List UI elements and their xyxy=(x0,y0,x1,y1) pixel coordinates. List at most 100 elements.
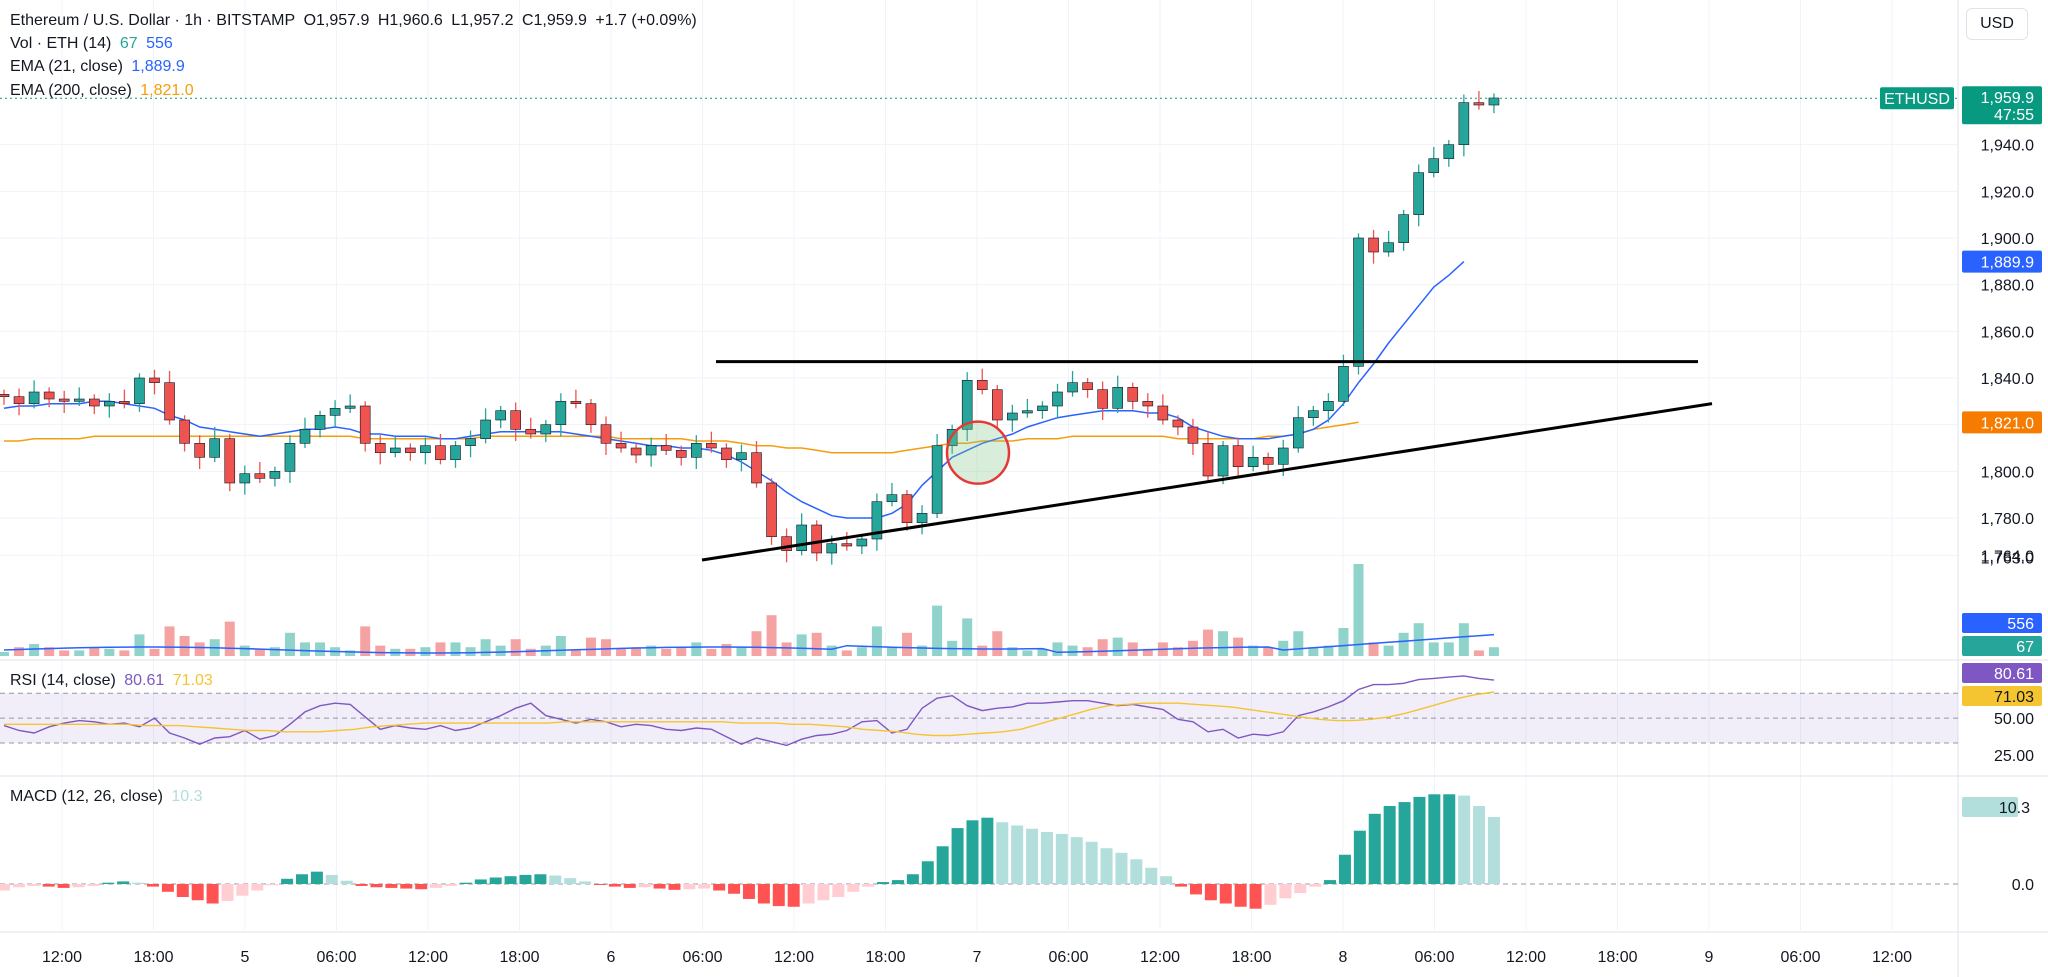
candle-body xyxy=(841,543,853,547)
macd-histogram-bar xyxy=(266,884,279,886)
time-axis-label: 06:00 xyxy=(682,949,722,966)
volume-bar xyxy=(601,639,611,656)
macd-histogram-bar xyxy=(891,880,904,884)
symbol-badge: ETHUSD xyxy=(1884,91,1950,108)
volume-bar xyxy=(1022,650,1033,656)
time-axis-label: 18:00 xyxy=(1231,949,1271,966)
macd-histogram-bar xyxy=(1383,806,1396,884)
volume-bar xyxy=(510,639,521,656)
candle-body xyxy=(329,408,341,416)
price-axis-label: 1,880.0 xyxy=(1981,278,2034,295)
time-axis-label: 06:00 xyxy=(1048,949,1088,966)
price-axis-label: 1,860.0 xyxy=(1981,324,2034,341)
macd-histogram-bar xyxy=(549,875,562,884)
volume-bar xyxy=(555,636,566,656)
macd-histogram-bar xyxy=(1130,859,1143,884)
macd-histogram-bar xyxy=(1398,802,1411,884)
candle-body xyxy=(43,391,55,400)
time-axis-label: 9 xyxy=(1705,949,1714,966)
price-axis-label: 1,764.0 xyxy=(1981,548,2034,565)
candle-body xyxy=(751,452,762,484)
macd-histogram-bar xyxy=(1085,841,1098,884)
macd-histogram-bar xyxy=(713,884,726,891)
candle-body xyxy=(435,445,446,460)
candle-body xyxy=(796,524,807,551)
macd-histogram-bar xyxy=(430,884,443,888)
candle-body xyxy=(1127,387,1139,402)
volume-bar xyxy=(1172,647,1183,656)
volume-bar xyxy=(1067,645,1078,656)
volume-bar xyxy=(179,636,190,656)
macd-histogram-bar xyxy=(1189,884,1202,895)
volume-bar xyxy=(450,642,461,656)
rsi-ma-line xyxy=(4,691,1495,737)
volume-bar xyxy=(134,634,145,656)
candle-body xyxy=(1217,445,1229,477)
volume-bar xyxy=(751,631,762,656)
macd-badge-bg xyxy=(1962,797,2018,817)
candle-body xyxy=(1353,237,1364,367)
candle-body xyxy=(976,380,988,390)
ema21-legend: EMA (21, close) 1,889.9 xyxy=(10,58,189,76)
candle-body xyxy=(1262,457,1274,465)
macd-histogram-bar xyxy=(1264,884,1277,905)
volume-value-1: 67 xyxy=(119,35,138,52)
rsi-axis-label: 25.00 xyxy=(1994,748,2034,765)
candle-body xyxy=(1007,412,1018,421)
rsi-band xyxy=(0,693,1958,743)
candle-body xyxy=(811,524,823,554)
macd-histogram-bar xyxy=(1115,852,1128,884)
time-axis-label: 18:00 xyxy=(499,949,539,966)
volume-bar xyxy=(796,634,807,656)
time-axis-label: 06:00 xyxy=(1414,949,1454,966)
ohlc-open: O1,957.9 xyxy=(303,12,370,29)
candle-body xyxy=(13,396,25,404)
macd-histogram-bar xyxy=(57,884,70,888)
macd-histogram-bar xyxy=(370,884,383,888)
volume-bar xyxy=(315,642,326,656)
candle-body xyxy=(209,438,220,458)
candle-body xyxy=(675,450,687,458)
candle-body xyxy=(736,452,747,460)
volume-bar xyxy=(89,647,100,656)
price-axis-label: 1,920.0 xyxy=(1981,184,2034,201)
macd-histogram-bar xyxy=(698,884,711,889)
volume-bar xyxy=(44,647,55,656)
macd-histogram-bar xyxy=(236,884,249,896)
candle-body xyxy=(134,377,145,404)
candle-body xyxy=(585,403,597,425)
last-price-badge-bg xyxy=(1962,86,2042,125)
time-axis-label: 18:00 xyxy=(133,949,173,966)
macd-histogram-bar xyxy=(564,878,577,884)
candle-body xyxy=(359,405,371,444)
volume-ma-badge-bg xyxy=(1962,613,2042,633)
ema200-label: EMA (200, close) xyxy=(10,82,132,99)
candle-body xyxy=(931,445,943,514)
currency-button[interactable]: USD xyxy=(1966,8,2028,40)
volume-bar xyxy=(119,650,130,656)
candle-body xyxy=(194,443,205,458)
volume-bar xyxy=(435,642,446,656)
volume-bar xyxy=(811,632,822,656)
last-price-value: 1,959.9 xyxy=(1981,90,2034,107)
macd-histogram-bar xyxy=(27,884,40,886)
time-axis-label: 12:00 xyxy=(1506,949,1546,966)
time-axis-label: 12:00 xyxy=(774,949,814,966)
candle-body xyxy=(389,447,401,453)
volume-bar xyxy=(917,645,928,656)
macd-histogram-bar xyxy=(966,820,979,884)
macd-histogram-bar xyxy=(1279,884,1292,899)
candle-body xyxy=(73,398,85,402)
candle-body xyxy=(284,443,296,472)
macd-histogram-bar xyxy=(1100,848,1113,884)
volume-bar xyxy=(706,648,717,656)
candle-body xyxy=(1398,214,1409,243)
macd-histogram-bar xyxy=(1175,884,1188,887)
candle-body xyxy=(991,389,1003,421)
macd-histogram-bar xyxy=(817,884,830,901)
volume-bar xyxy=(886,647,897,656)
macd-histogram-bar xyxy=(132,882,145,884)
ohlc-high: H1,960.6 xyxy=(377,12,443,29)
candle-body xyxy=(1428,158,1440,173)
